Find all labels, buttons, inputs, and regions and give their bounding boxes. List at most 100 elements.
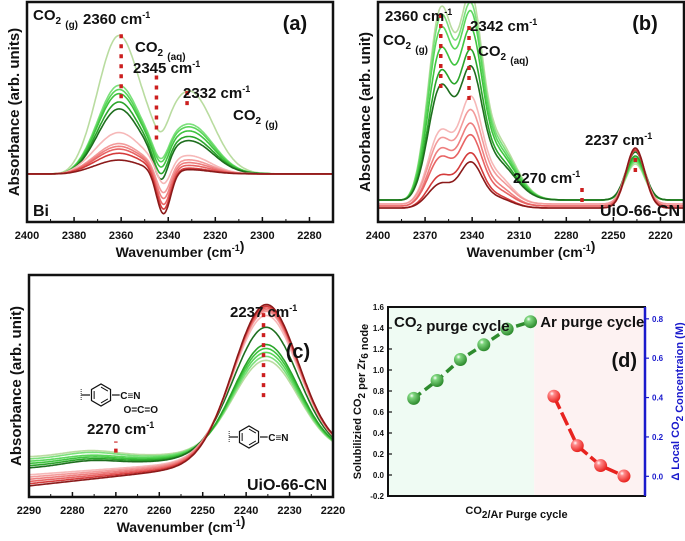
plot-frame: [376, 0, 685, 224]
text-span: 2270: [513, 170, 551, 187]
text-span: cm: [508, 18, 530, 35]
x-tick-label: 2320: [203, 230, 227, 242]
spectrum-red-6: [378, 147, 684, 209]
text-span: Concentraion (M): [674, 322, 685, 416]
annotation: CO2 (g): [383, 32, 428, 56]
spectrum-red-1: [29, 314, 333, 476]
subscript: 6: [360, 353, 371, 359]
text-span: cm: [623, 132, 645, 149]
x-tick-label: 2290: [17, 505, 41, 517]
superscript: -1: [233, 518, 241, 528]
x-tick-label: 2250: [601, 230, 625, 242]
right-y-tick-label: 0.6: [652, 354, 664, 363]
text-span: Δ Local: [670, 438, 682, 481]
x-tick-label: 2220: [321, 505, 345, 517]
panel-a: 2400 2380 2360 2340 2320 2300 2280 Wavenumber (…: [6, 0, 335, 260]
y-tick-label: 0.4: [373, 429, 385, 438]
co2-label: O=C=O: [124, 405, 159, 416]
superscript: -1: [142, 10, 150, 20]
text-span: 2237: [585, 132, 623, 149]
y-tick-label: -0.2: [370, 492, 384, 501]
x-axis-label: Wavenumber (cm-1): [117, 513, 246, 535]
region-label-ar: Ar purge cycle: [540, 314, 644, 331]
x-tick-label: 2220: [648, 230, 672, 242]
text-span: 2237: [230, 304, 268, 321]
panel-c: 2290 2280 2270 2260 2250 2240 2230 2220 Wavenumb…: [8, 273, 345, 535]
y-axis-label: Absorbance (arb. unit): [357, 32, 374, 192]
text-span: cm: [212, 244, 232, 260]
text-span: cm: [563, 244, 583, 260]
text-span: 2332: [183, 85, 221, 102]
subscript: (aq): [510, 56, 528, 67]
annotation: 2332 cm-1: [183, 84, 250, 102]
x-tick-label: 2260: [147, 505, 171, 517]
text-span: purge cycle: [422, 318, 510, 335]
text-span: CO: [33, 7, 56, 24]
co2-data-point: [500, 322, 514, 336]
y-axis-label-group: Solubilizied CO2 per Zr6 node: [352, 324, 371, 479]
y-tick-label: 0.2: [373, 450, 385, 459]
text-span: /Ar Purge cycle: [487, 509, 567, 521]
text-span: CO: [233, 107, 256, 124]
subscript: 2: [417, 323, 423, 334]
panel-b: 2400 2370 2340 2310 2280 2250 2220 Wavenumber (…: [357, 0, 685, 260]
annotation: CO2 (g): [233, 107, 278, 131]
text-span: Wavenumber (: [116, 244, 212, 260]
y-axis-label: Solubilizied CO2 per Zr6 node: [352, 324, 371, 479]
subscript: (g): [65, 20, 78, 31]
co2-data-point: [407, 391, 421, 405]
text-span: CO: [465, 505, 482, 517]
right-y-tick-label: 0.8: [652, 315, 664, 324]
right-y-tick-label: 0.4: [652, 394, 664, 403]
y-axis-label: Absorbance (arb. unit): [8, 306, 25, 466]
text-span: Wavenumber (: [467, 244, 563, 260]
text-span: cm: [423, 8, 445, 25]
y-tick-label: 1.2: [373, 345, 385, 354]
co2-data-point: [477, 338, 491, 352]
panel-label: (a): [283, 13, 307, 35]
x-axis-label: Wavenumber (cm-1): [467, 238, 596, 260]
benzene-ring: [238, 425, 260, 449]
x-tick-label: 2360: [109, 230, 133, 242]
sample-label: UiO-66-CN: [247, 477, 327, 494]
subscript: 2: [406, 41, 412, 52]
y-tick-label: 0.8: [373, 387, 385, 396]
x-tick-label: 2370: [413, 230, 437, 242]
text-span: node: [359, 324, 371, 353]
y-tick-label: 1.0: [373, 366, 385, 375]
x-axis-label: Wavenumber (cm-1): [116, 238, 245, 260]
spectrum-green-3: [29, 351, 333, 462]
plot-area: [378, 2, 684, 209]
panel-d: -0.2 0.0 0.2 0.4 0.6 0.8 1.0 1.2 1.4 1.6 0.0 0.2 0.4…: [352, 303, 685, 521]
x-tick-label: 2340: [156, 230, 180, 242]
y-tick-label: 1.6: [373, 303, 385, 312]
subscript: 2: [501, 52, 507, 63]
annotation: CO2 (aq): [135, 39, 186, 63]
subscript: 2: [482, 510, 488, 521]
benzonitrile-structure: C≡N O=C=O: [80, 383, 159, 416]
right-y-axis-label-group: Δ Local CO2 Concentraion (M): [670, 322, 685, 481]
x-tick-label: 2240: [234, 505, 258, 517]
annotation: 2270 cm-1: [513, 169, 580, 187]
text-span: CO: [394, 314, 417, 331]
subscript: 2: [256, 116, 262, 127]
x-tick-label: 2270: [104, 505, 128, 517]
y-axis-label-group: Absorbance (arb. unit): [357, 32, 374, 192]
spectrum-green-6: [378, 65, 684, 201]
panel-label: (d): [611, 350, 637, 372]
text-span: cm: [221, 85, 243, 102]
sample-label: UiO-66-CN: [600, 203, 680, 220]
text-span: ): [241, 513, 246, 529]
y-axis-label-group: Absorbance (arb. units): [6, 28, 23, 196]
co2-data-point: [430, 374, 444, 387]
text-span: 2270: [87, 421, 125, 438]
annotation: CO2 (aq): [478, 43, 529, 67]
y-tick-label: 0.6: [373, 408, 385, 417]
text-span: CO: [383, 32, 406, 49]
double-bond: [100, 386, 109, 392]
ar-data-point: [570, 439, 584, 453]
co2-data-point: [453, 353, 467, 366]
annotation: CO2 (g): [33, 7, 78, 31]
text-span: 2360: [385, 8, 423, 25]
x-tick-label: 2380: [62, 230, 86, 242]
